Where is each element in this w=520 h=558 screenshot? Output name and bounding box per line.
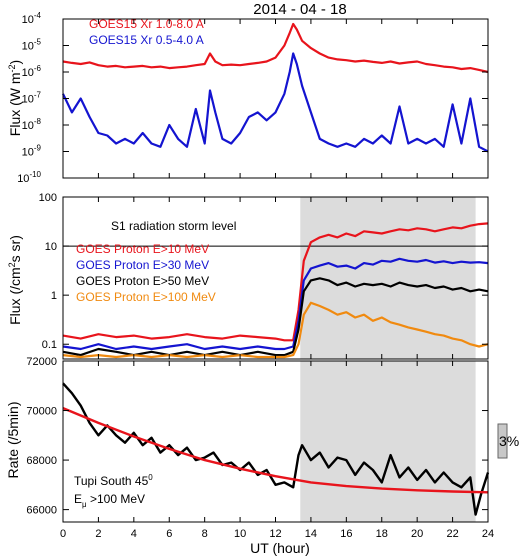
x-axis-ticks: 0 2 4 6 8 10 12 14 16 18 20 22 24 [60, 19, 494, 540]
neutron-series-group [62, 382, 490, 516]
tick-exponent: -6 [34, 64, 42, 73]
proton-legend-entry-0: GOES Proton E>10 MeV [76, 242, 209, 256]
proton-ylabel-tail: s sr) [7, 235, 23, 262]
tick-exponent: -10 [29, 170, 41, 179]
xray-legend-entry-1: GOES15 Xr 0.5-4.0 A [89, 33, 204, 47]
proton-ylabel-base: Flux (/cm [7, 267, 23, 325]
xray-ylabel-exp: -2 [7, 64, 17, 72]
tick-exponent: -9 [34, 144, 42, 153]
energy-subscript: μ [82, 500, 87, 509]
energy-annotation: Eμ >100 MeV [74, 492, 145, 509]
series-line-proton-1 [62, 257, 489, 351]
x-tick-label: 4 [131, 528, 137, 540]
x-tick-label: 8 [202, 528, 208, 540]
xray-y-tick-label: 10-5 [22, 38, 42, 53]
neutron-y-axis-label: Rate (/5min) [5, 401, 21, 478]
xray-legend-entry-0: GOES15 Xr 1.0-8.0 A [89, 17, 204, 31]
station-degree: 0 [148, 473, 153, 482]
x-tick-label: 18 [376, 528, 388, 540]
proton-series-group [62, 222, 489, 359]
x-tick-label: 24 [482, 528, 494, 540]
neutron-y-tick-label: 72000 [26, 356, 57, 368]
tick-exponent: -8 [34, 117, 42, 126]
tick-base: 10 [17, 173, 29, 185]
series-line-xray-1 [62, 52, 489, 153]
x-tick-label: 20 [411, 528, 423, 540]
tick-base: 10 [22, 14, 34, 26]
proton-y-tick-label: 100 [39, 192, 57, 204]
x-axis-label: UT (hour) [250, 540, 310, 556]
x-tick-label: 14 [305, 528, 317, 540]
x-tick-label: 22 [446, 528, 458, 540]
tick-base: 10 [22, 94, 34, 106]
figure-title: 2014 - 04 - 18 [253, 1, 346, 18]
neutron-y-tick-label: 68000 [26, 455, 57, 467]
tick-exponent: -5 [34, 38, 42, 47]
station-name: Tupi South 45 [74, 474, 149, 488]
proton-y-axis-label: Flux (/cm2s sr) [7, 235, 23, 325]
xray-y-tick-label: 10-8 [22, 117, 42, 132]
panel-proton: 100 10 1 0.1 Flux (/cm2s sr) S1 radiation s… [7, 192, 489, 360]
panel-neutron: 72000 70000 68000 66000 Rate (/5min) Tupi S… [5, 356, 519, 523]
xray-ylabel-tail: ) [7, 60, 23, 65]
x-tick-label: 12 [269, 528, 281, 540]
energy-symbol: E [74, 492, 82, 506]
xray-series-group [62, 22, 489, 153]
proton-y-ticks: 100 10 1 0.1 [39, 192, 488, 351]
xray-y-axis-label: Flux (W m-2) [7, 60, 23, 136]
neutron-y-tick-label: 70000 [26, 406, 57, 418]
tick-exponent: -4 [34, 11, 42, 20]
energy-threshold: >100 MeV [87, 492, 145, 506]
xray-ylabel-base: Flux (W m [7, 72, 23, 136]
x-tick-label: 6 [166, 528, 172, 540]
x-tick-label: 0 [60, 528, 66, 540]
series-line-neutron-1 [62, 406, 489, 494]
proton-legend-entry-3: GOES Proton E>100 MeV [76, 290, 216, 304]
xray-y-tick-label: 10-4 [22, 11, 42, 26]
series-line-proton-0 [62, 222, 489, 342]
proton-ylabel-exp: 2 [7, 262, 17, 267]
xray-y-ticks: 10-410-510-610-710-810-910-10 [17, 11, 488, 185]
tick-base: 10 [22, 67, 34, 79]
proton-legend-entry-2: GOES Proton E>50 MeV [76, 274, 209, 288]
tick-base: 10 [22, 120, 34, 132]
proton-y-tick-label: 1 [51, 290, 57, 302]
tick-exponent: -7 [34, 91, 42, 100]
s1-annotation: S1 radiation storm level [111, 219, 236, 233]
xray-y-tick-label: 10-6 [22, 64, 42, 79]
xray-legend: GOES15 Xr 1.0-8.0 A GOES15 Xr 0.5-4.0 A [89, 17, 204, 47]
proton-y-tick-label: 0.1 [42, 339, 57, 351]
proton-shaded-region [300, 197, 476, 359]
station-annotation: Tupi South 450 [74, 473, 153, 488]
scale-bar-label: 3% [499, 433, 519, 449]
neutron-y-tick-label: 66000 [26, 505, 57, 517]
proton-y-tick-label: 10 [45, 241, 57, 253]
scale-bar [497, 423, 508, 459]
neutron-y-ticks: 72000 70000 68000 66000 [26, 356, 488, 517]
x-tick-label: 2 [95, 528, 101, 540]
proton-legend: GOES Proton E>10 MeV GOES Proton E>30 MeV… [76, 242, 216, 304]
proton-legend-entry-1: GOES Proton E>30 MeV [76, 258, 209, 272]
xray-y-tick-label: 10-9 [22, 144, 42, 159]
xray-y-tick-label: 10-7 [22, 91, 42, 106]
tick-base: 10 [22, 147, 34, 159]
xray-y-tick-label: 10-10 [17, 170, 41, 185]
tick-base: 10 [22, 41, 34, 53]
series-line-xray-0 [62, 22, 489, 74]
panel-xray: 10-410-510-610-710-810-910-10 Flux (W m-… [7, 11, 489, 185]
x-tick-label: 16 [340, 528, 352, 540]
series-line-proton-3 [62, 301, 489, 359]
x-tick-label: 10 [234, 528, 246, 540]
neutron-shaded-region [300, 361, 476, 522]
